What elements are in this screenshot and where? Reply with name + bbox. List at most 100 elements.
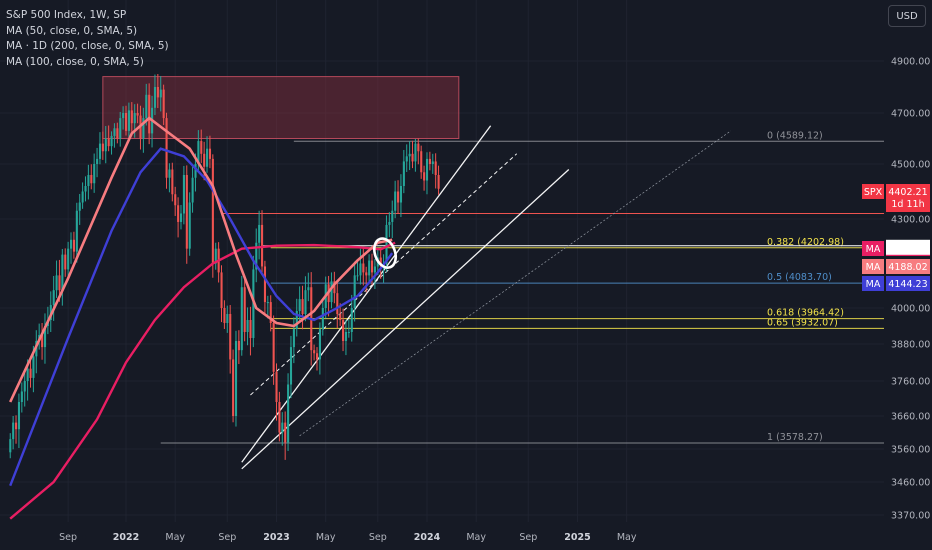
candle-body: [333, 281, 336, 294]
candle-body: [159, 89, 162, 98]
moving-averages: [9, 116, 396, 520]
currency-button[interactable]: USD: [888, 5, 926, 27]
price-tick-label: 3880.00: [891, 340, 930, 351]
trend-line[interactable]: [241, 125, 492, 463]
candle-body: [313, 350, 316, 354]
candle-body: [405, 156, 408, 162]
time-tick-label: May: [617, 532, 637, 543]
candle-body: [423, 172, 426, 181]
legend-ma200[interactable]: MA · 1D (200, close, 0, SMA, 5): [6, 40, 169, 52]
candle-body: [292, 329, 295, 348]
candle-body: [255, 242, 258, 270]
candle-body: [171, 169, 174, 195]
time-tick-label: 2025: [564, 532, 590, 543]
fib-price-tag-bg: [886, 239, 930, 255]
circle-annotation[interactable]: [370, 236, 399, 271]
candle-body: [368, 260, 371, 276]
candle-body: [278, 402, 281, 433]
price-axis[interactable]: 4900.00 4700.00 4500.00 4300.00 4000.00 3880.…: [891, 57, 930, 522]
candle-body: [203, 153, 206, 167]
ma-value-badge-bg: [886, 276, 930, 291]
candle-body: [162, 89, 165, 119]
ma-badge-bg: [862, 276, 884, 291]
candle-body: [107, 138, 110, 147]
candle-body: [397, 191, 400, 203]
ma-badge-text: MA: [866, 244, 881, 255]
ma-value-badge-bg: [886, 259, 930, 274]
candle-body: [185, 175, 188, 249]
candle-body: [67, 248, 70, 270]
candle-body: [55, 275, 58, 291]
candle-body: [388, 221, 391, 225]
candle-body: [23, 381, 26, 392]
candle-body: [17, 402, 21, 430]
resistance-zone-rect[interactable]: [102, 76, 460, 139]
candle-body: [223, 308, 226, 323]
candle-body: [269, 302, 272, 323]
candle-body: [287, 384, 290, 443]
candle-body: [168, 169, 171, 178]
candle-body: [399, 186, 403, 203]
candle-body: [96, 158, 99, 164]
candle-body: [359, 263, 362, 276]
candle-body: [208, 148, 212, 159]
candle-body: [350, 308, 353, 332]
candle-body: [318, 329, 321, 360]
candle-body: [249, 320, 252, 338]
time-axis[interactable]: Sep 2022 May Sep 2023 May Sep 2024 May Sep 2025 May: [59, 532, 637, 543]
candle-body: [307, 287, 310, 291]
candle-body: [98, 143, 102, 159]
candle-body: [391, 210, 394, 222]
candle-body: [179, 213, 183, 222]
candle-body: [321, 308, 324, 329]
ma-badge-bg: [862, 259, 884, 274]
candle-body: [385, 224, 388, 264]
support-line[interactable]: [221, 213, 884, 247]
trend-line[interactable]: [250, 153, 518, 396]
legend-ma50[interactable]: MA (50, close, 0, SMA, 5): [6, 24, 138, 37]
candle-body: [133, 113, 136, 124]
candle-body: [20, 391, 23, 402]
legend-title[interactable]: S&P 500 Index, 1W, SP: [6, 9, 127, 21]
trend-channel[interactable]: [241, 125, 732, 470]
candle-body: [130, 110, 133, 124]
candle-body: [214, 248, 217, 264]
candle-body: [81, 191, 84, 203]
candle-body: [156, 87, 159, 98]
candle-body: [125, 113, 128, 131]
fib-level-label: 0 (4589.12): [767, 130, 823, 141]
candle-body: [437, 175, 440, 189]
fib-level-label: 0.618 (3964.42): [767, 308, 844, 319]
candle-body: [177, 205, 180, 222]
symbol-badge-text: SPX: [864, 187, 883, 198]
candle-body: [191, 177, 194, 203]
candle-body: [220, 272, 223, 308]
ma-badge-text: MA: [866, 262, 881, 273]
legend-ma100[interactable]: MA (100, close, 0, SMA, 5): [6, 55, 144, 68]
candle-body: [78, 202, 81, 211]
ma-badge-bg: [862, 241, 884, 256]
candle-body: [26, 368, 29, 381]
trend-line[interactable]: [299, 130, 732, 437]
symbol-badge-bg: [862, 184, 884, 199]
candle-body: [266, 302, 269, 304]
candle-body: [101, 143, 104, 152]
candle-body: [243, 287, 246, 332]
price-tick-label: 3460.00: [891, 478, 930, 489]
candle-body: [428, 158, 431, 164]
candle-body: [64, 254, 67, 270]
candle-body: [72, 239, 76, 252]
candle-body: [301, 299, 304, 314]
countdown-text: 1d 11h: [891, 199, 924, 210]
candle-body: [52, 290, 55, 306]
circle-marker[interactable]: [370, 236, 399, 271]
price-tick-label: 3370.00: [891, 511, 930, 522]
candle-body: [165, 118, 168, 178]
time-tick-label: May: [165, 532, 185, 543]
candle-body: [110, 135, 113, 147]
candle-body: [188, 202, 191, 249]
trend-line[interactable]: [241, 169, 570, 470]
candle-body: [373, 266, 376, 273]
candle-body: [182, 175, 185, 214]
